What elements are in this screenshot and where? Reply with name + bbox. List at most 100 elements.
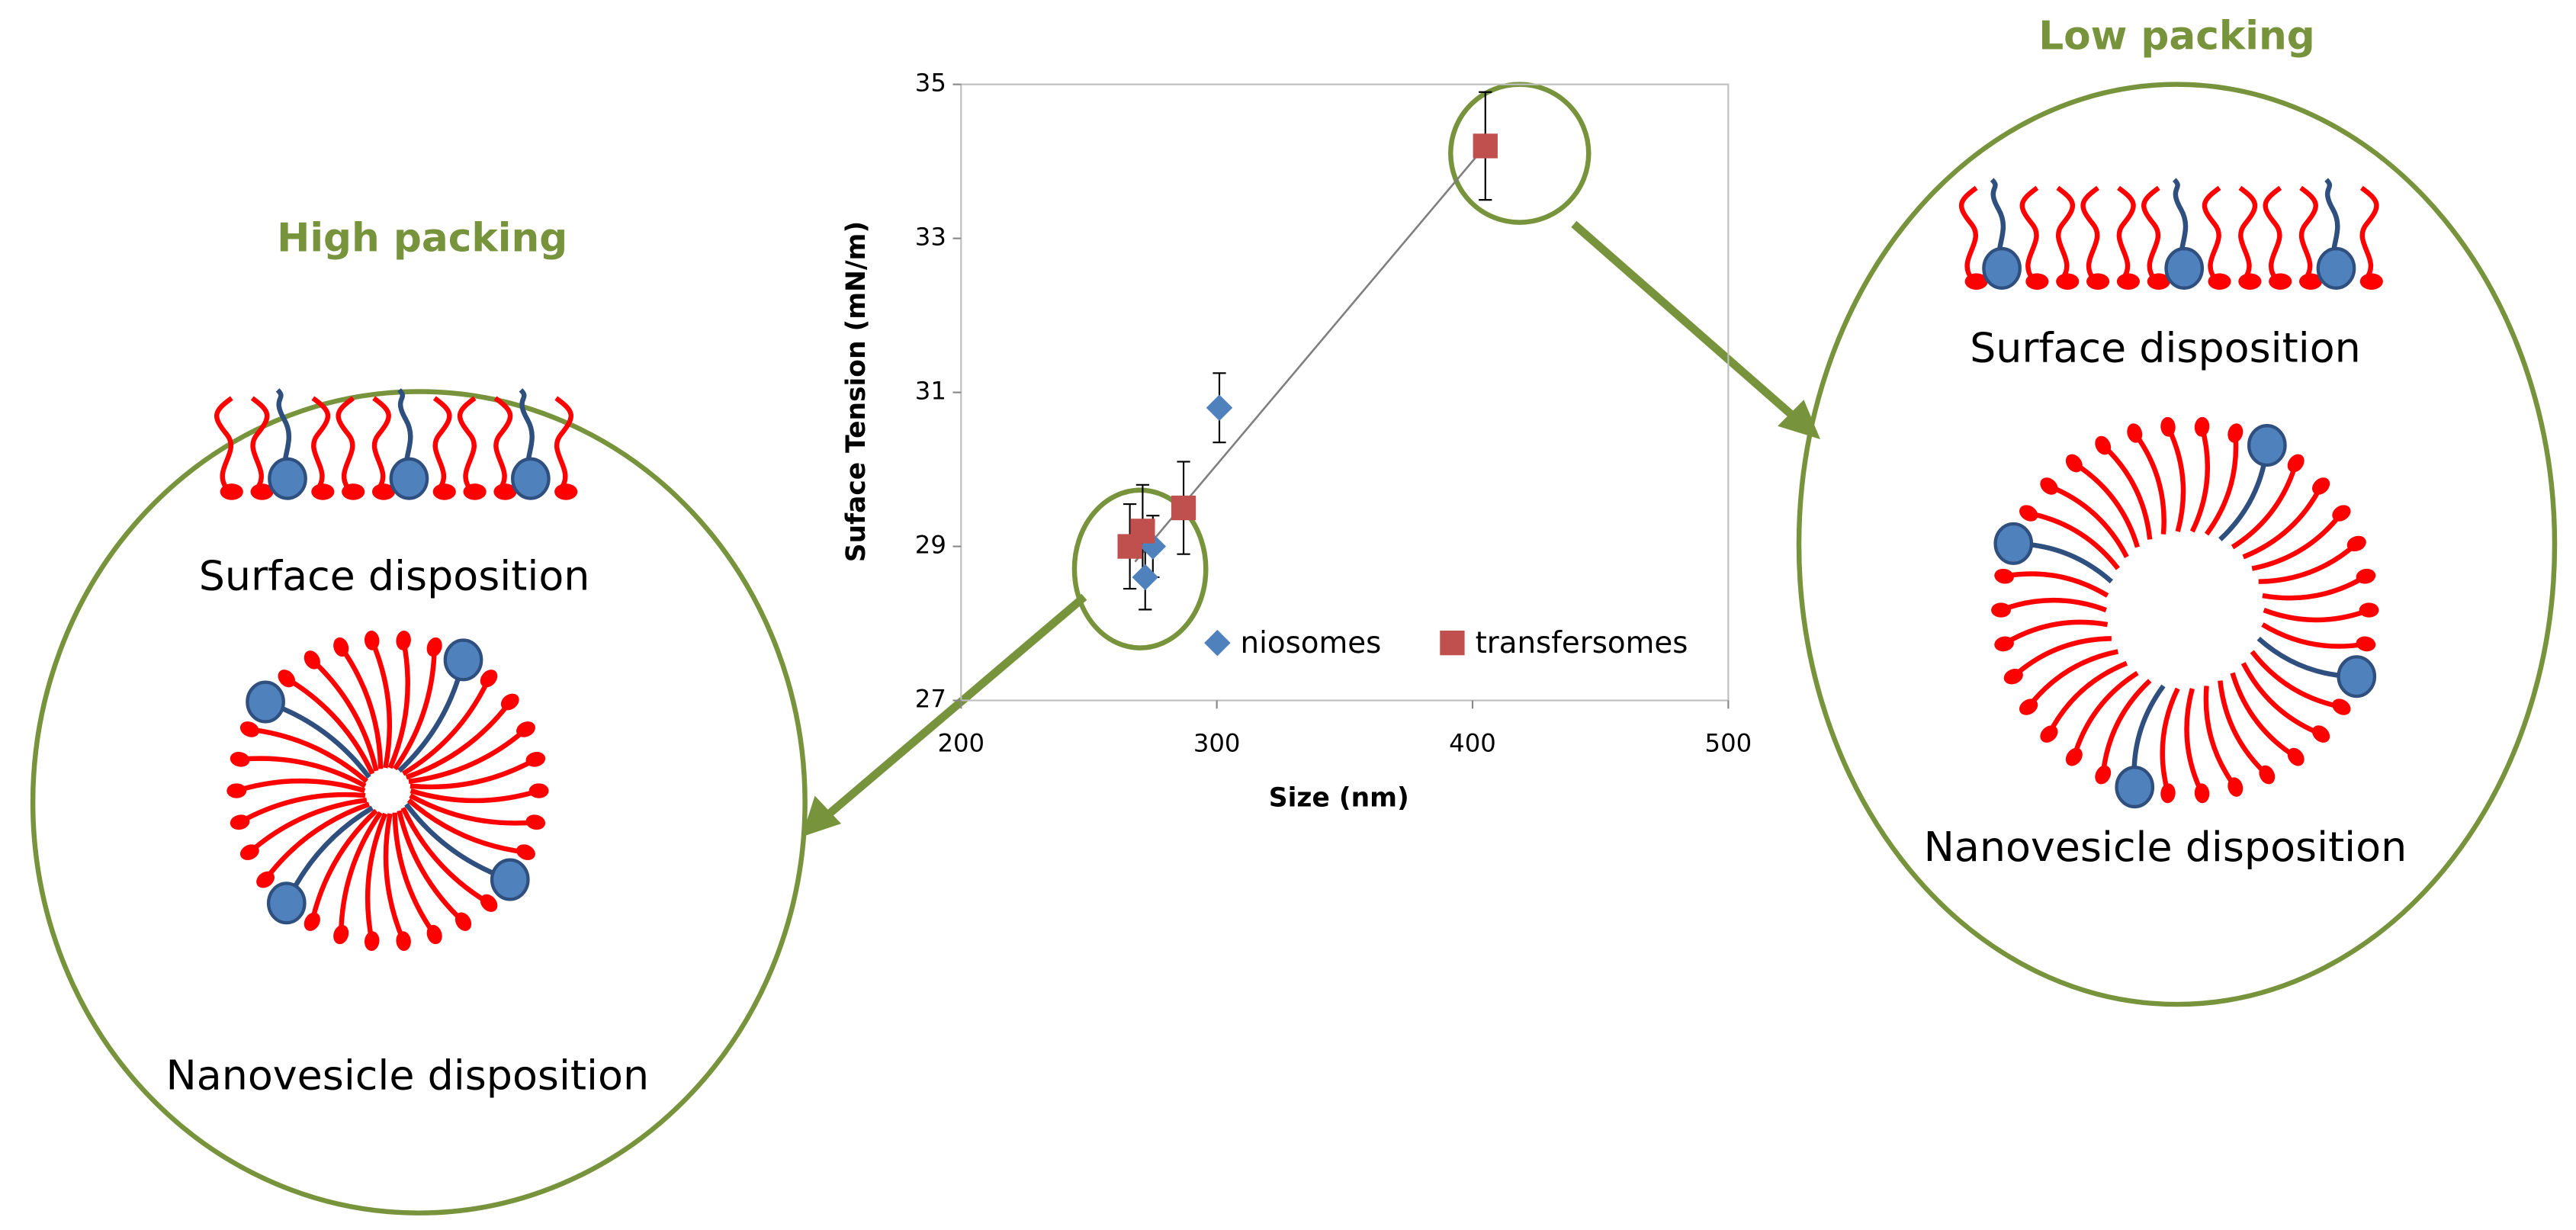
lipid-tail (263, 801, 371, 882)
lipid-head (516, 721, 535, 737)
lipid-tail (2141, 185, 2161, 280)
lipid-head (480, 670, 498, 688)
lipid-head (2019, 505, 2038, 522)
lipid-head (2025, 273, 2049, 290)
surfactant-head (2337, 655, 2377, 698)
surfactant-head (1982, 246, 2022, 290)
lipid-tail (285, 676, 375, 775)
point (1130, 519, 1155, 544)
legend-label: niosomes (1241, 626, 1382, 660)
x-axis-label: Size (nm) (1269, 782, 1409, 813)
surfactant-head (510, 457, 551, 500)
lipid-head (1991, 602, 2011, 618)
lipid-tail (2028, 510, 2120, 570)
lipid-tail (2019, 185, 2039, 280)
lipid-head (2332, 505, 2351, 522)
y-axis-label: Suface Tension (mN/m) (841, 221, 872, 562)
lipid-head (528, 783, 549, 798)
lipid-tail (2080, 185, 2100, 280)
lipid-head (2287, 747, 2305, 766)
lipid-head (2116, 273, 2141, 290)
lipid-tail (2047, 660, 2128, 736)
arrow (1571, 220, 1802, 425)
lipid-head (2287, 454, 2305, 473)
lipid-tail (554, 396, 573, 490)
panel-title: High packing (277, 215, 567, 261)
lipid-head (2359, 273, 2383, 290)
lipid-tail (2250, 650, 2343, 710)
legend-marker (1204, 629, 1231, 657)
lipid-head (2194, 416, 2210, 437)
lipid-head (480, 894, 498, 912)
surfactant-head (268, 457, 307, 500)
lipid-head (432, 483, 456, 500)
lipid-head (2356, 636, 2376, 652)
point (1473, 133, 1498, 159)
lipid-head (426, 924, 442, 945)
lipid-head (1994, 568, 2014, 584)
lipid-head (2019, 698, 2038, 715)
lipid-head (2160, 783, 2176, 804)
lipid-head (2312, 477, 2330, 495)
lipid-head (2127, 423, 2143, 443)
lipid-head (239, 721, 259, 737)
lipid-tail (405, 700, 512, 780)
arrow-head (1777, 400, 1821, 439)
lipid-head (2298, 273, 2323, 290)
lipid-tail (2298, 185, 2318, 280)
lipid-head (2095, 765, 2112, 785)
legend-label: transfersomes (1476, 626, 1688, 660)
lipid-tail (392, 812, 437, 936)
lipid-tail (400, 807, 490, 906)
lipid-tail (2359, 185, 2379, 280)
lipid-tail (410, 756, 537, 790)
panel-label: Nanovesicle disposition (165, 1052, 649, 1100)
lipid-head (525, 751, 546, 767)
lipid-head (2238, 273, 2262, 290)
lipid-tail (371, 396, 391, 490)
lipid-tail (369, 639, 393, 769)
lipid-head (2259, 765, 2276, 785)
panel-title: Low packing (2038, 13, 2315, 59)
surfactant-head (2115, 766, 2155, 809)
lipid-head (2312, 725, 2330, 743)
lipid-head (2065, 454, 2083, 473)
y-tick-label: 33 (915, 223, 946, 252)
lipid-head (2065, 747, 2083, 766)
x-tick-label: 300 (1193, 729, 1241, 758)
lipid-head (2194, 783, 2210, 804)
point (1171, 495, 1196, 521)
legend-marker (1440, 630, 1465, 656)
lipid-tail (310, 808, 378, 923)
lipid-head (220, 483, 243, 500)
x-tick-label: 400 (1449, 729, 1496, 758)
lipid-tail (2003, 571, 2109, 598)
lipid-head (2359, 602, 2379, 618)
lipid-tail (406, 798, 526, 855)
lipid-tail (236, 778, 366, 794)
lipid-tail (2262, 573, 2368, 601)
lipid-head (1964, 273, 1988, 290)
lipid-head (525, 814, 546, 830)
lipid-tail (2263, 608, 2370, 623)
panel-label: Nanovesicle disposition (1924, 823, 2407, 871)
panel-label: Surface disposition (199, 552, 590, 600)
lipid-tail (2261, 622, 2366, 649)
point (1206, 394, 1233, 422)
lipid-tail (365, 812, 388, 942)
lipid-head (2228, 777, 2244, 797)
lipid-tail (2263, 185, 2282, 280)
lipid-head (554, 483, 578, 500)
lipid-tail (387, 640, 410, 769)
panel-label: Surface disposition (1970, 323, 2361, 371)
lipid-tail (2242, 485, 2324, 560)
lipid-tail (238, 792, 366, 825)
lipid-head (2147, 273, 2170, 290)
lipid-tail (239, 756, 367, 788)
lipid-head (304, 650, 320, 670)
lipid-head (256, 871, 275, 888)
lipid-tail (2231, 462, 2298, 550)
lipid-tail (383, 813, 406, 943)
lipid-tail (339, 645, 384, 769)
lipid-tail (2230, 672, 2298, 760)
